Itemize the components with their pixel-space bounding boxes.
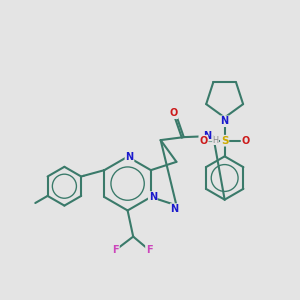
Text: H: H xyxy=(212,136,219,145)
Text: F: F xyxy=(146,245,153,255)
Text: F: F xyxy=(112,245,119,255)
Text: O: O xyxy=(242,136,250,146)
Text: N: N xyxy=(125,152,134,162)
Text: O: O xyxy=(169,108,178,118)
Text: N: N xyxy=(149,192,157,202)
Text: N: N xyxy=(220,116,229,126)
Text: N: N xyxy=(170,204,178,214)
Text: N: N xyxy=(204,130,212,141)
Text: O: O xyxy=(199,136,208,146)
Text: S: S xyxy=(221,136,228,146)
